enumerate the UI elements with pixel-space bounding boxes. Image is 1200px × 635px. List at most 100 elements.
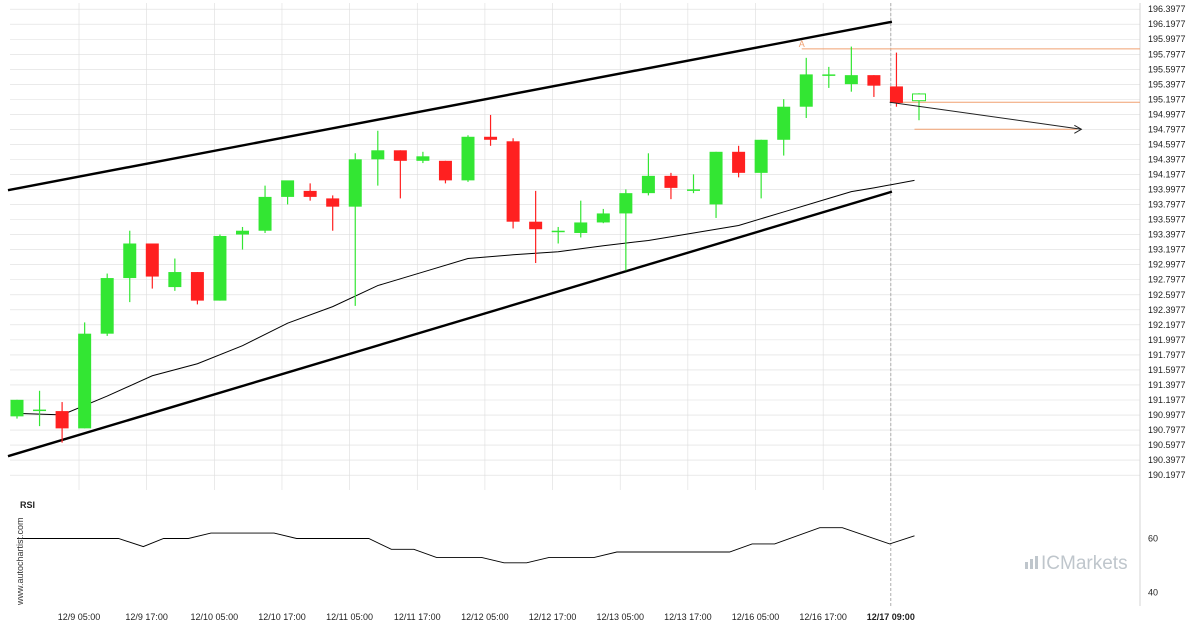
candle-layer [10, 46, 926, 443]
y-axis-labels: 196.3977 196.1977 195.9977 195.7977 195.5977… [1148, 4, 1186, 480]
brand-logo: ICMarkets [1025, 553, 1128, 574]
candle-body [709, 151, 723, 205]
candle-body [687, 189, 700, 191]
point-label-a: A [799, 39, 805, 49]
y-tick-label: 194.9977 [1148, 109, 1186, 119]
candle-body [867, 75, 881, 86]
y-tick-label: 191.9977 [1148, 335, 1186, 345]
y-tick-label: 191.1977 [1148, 395, 1186, 405]
candle-body [799, 74, 813, 107]
candle-body [641, 175, 655, 194]
y-tick-label: 193.9977 [1148, 185, 1186, 195]
watermark-text: www.autochartist.com [15, 517, 25, 606]
candle-body [213, 235, 227, 301]
y-tick-label: 195.7977 [1148, 49, 1186, 59]
candle-body [326, 198, 340, 207]
y-tick-label: 190.5977 [1148, 440, 1186, 450]
candle-body [168, 272, 182, 288]
y-tick-label: 192.5977 [1148, 290, 1186, 300]
candle-body [912, 93, 926, 102]
x-axis-labels: 12/9 05:00 12/9 17:00 12/10 05:00 12/10 17:… [58, 612, 915, 622]
candle-body [551, 230, 565, 233]
projection-arrow-line [889, 101, 1082, 130]
y-tick-label: 195.3977 [1148, 79, 1186, 89]
x-tick-label: 12/17 09:00 [867, 612, 915, 622]
candle-body [438, 160, 452, 181]
candle-body [889, 86, 903, 103]
candle-body [461, 136, 475, 181]
y-tick-label: 195.1977 [1148, 94, 1186, 104]
candle-body [484, 136, 498, 140]
moving-average-layer [16, 179, 915, 416]
candle-body [529, 221, 543, 230]
candle-body [145, 243, 159, 277]
candle-body [416, 156, 430, 161]
candle-body [664, 175, 678, 188]
x-tick-label: 12/16 17:00 [799, 612, 847, 622]
rsi-layer: 60 40 [17, 527, 1158, 598]
candle-body [732, 151, 746, 173]
candle-body [100, 278, 114, 334]
x-tick-label: 12/10 17:00 [258, 612, 306, 622]
x-tick-label: 12/13 05:00 [596, 612, 644, 622]
candle-body [506, 141, 520, 222]
candle-body [754, 139, 768, 173]
x-tick-label: 12/9 05:00 [58, 612, 101, 622]
y-tick-label: 190.9977 [1148, 410, 1186, 420]
y-tick-label: 196.3977 [1148, 4, 1186, 14]
candle-body [258, 196, 272, 231]
y-tick-label: 190.3977 [1148, 455, 1186, 465]
y-tick-label: 194.1977 [1148, 170, 1186, 180]
rsi-line [17, 527, 915, 564]
candle-body [78, 333, 92, 429]
candle-body [371, 150, 385, 160]
candle-body [33, 409, 47, 412]
y-tick-label: 196.1977 [1148, 19, 1186, 29]
x-tick-label: 12/10 05:00 [191, 612, 239, 622]
candle-body [348, 159, 362, 207]
x-tick-label: 12/11 05:00 [326, 612, 373, 622]
y-tick-label: 192.7977 [1148, 275, 1186, 285]
x-tick-label: 12/13 17:00 [664, 612, 712, 622]
candle-body [281, 180, 295, 197]
candle-body [303, 190, 317, 197]
candle-body [596, 213, 610, 223]
y-tick-label: 191.5977 [1148, 365, 1186, 375]
x-tick-label: 12/9 17:00 [125, 612, 168, 622]
moving-average-line [16, 179, 915, 416]
y-tick-label: 194.5977 [1148, 139, 1186, 149]
candle-body [393, 150, 407, 161]
candle-body [822, 74, 836, 76]
y-tick-label: 193.3977 [1148, 230, 1186, 240]
brand-logo-text: ICMarkets [1041, 553, 1128, 574]
candle-body [236, 230, 249, 235]
y-tick-label: 192.3977 [1148, 305, 1186, 315]
candle-body [190, 272, 204, 301]
y-tick-label: 193.5977 [1148, 215, 1186, 225]
x-tick-label: 12/11 17:00 [394, 612, 441, 622]
candle-body [574, 222, 588, 233]
channel-layer [7, 20, 893, 458]
y-tick-label: 194.7977 [1148, 124, 1186, 134]
candle-body [844, 75, 858, 85]
projection-arrow-head [1074, 124, 1083, 134]
y-tick-label: 191.7977 [1148, 350, 1186, 360]
x-tick-label: 12/12 05:00 [461, 612, 509, 622]
candle-body [55, 411, 69, 429]
candle-body [123, 243, 137, 279]
y-tick-label: 195.5977 [1148, 64, 1186, 74]
y-tick-label: 190.7977 [1148, 425, 1186, 435]
rsi-y-tick-label: 40 [1148, 588, 1158, 598]
y-tick-label: 192.9977 [1148, 260, 1186, 270]
brand-logo-bar [1030, 559, 1033, 569]
candle-body [10, 399, 24, 417]
y-tick-label: 193.1977 [1148, 245, 1186, 255]
y-tick-label: 190.1977 [1148, 470, 1186, 480]
y-tick-label: 194.3977 [1148, 154, 1186, 164]
channel-upper-line [7, 20, 893, 192]
brand-logo-bar [1035, 556, 1038, 569]
candle-body [619, 193, 633, 214]
rsi-y-tick-label: 60 [1148, 534, 1158, 544]
